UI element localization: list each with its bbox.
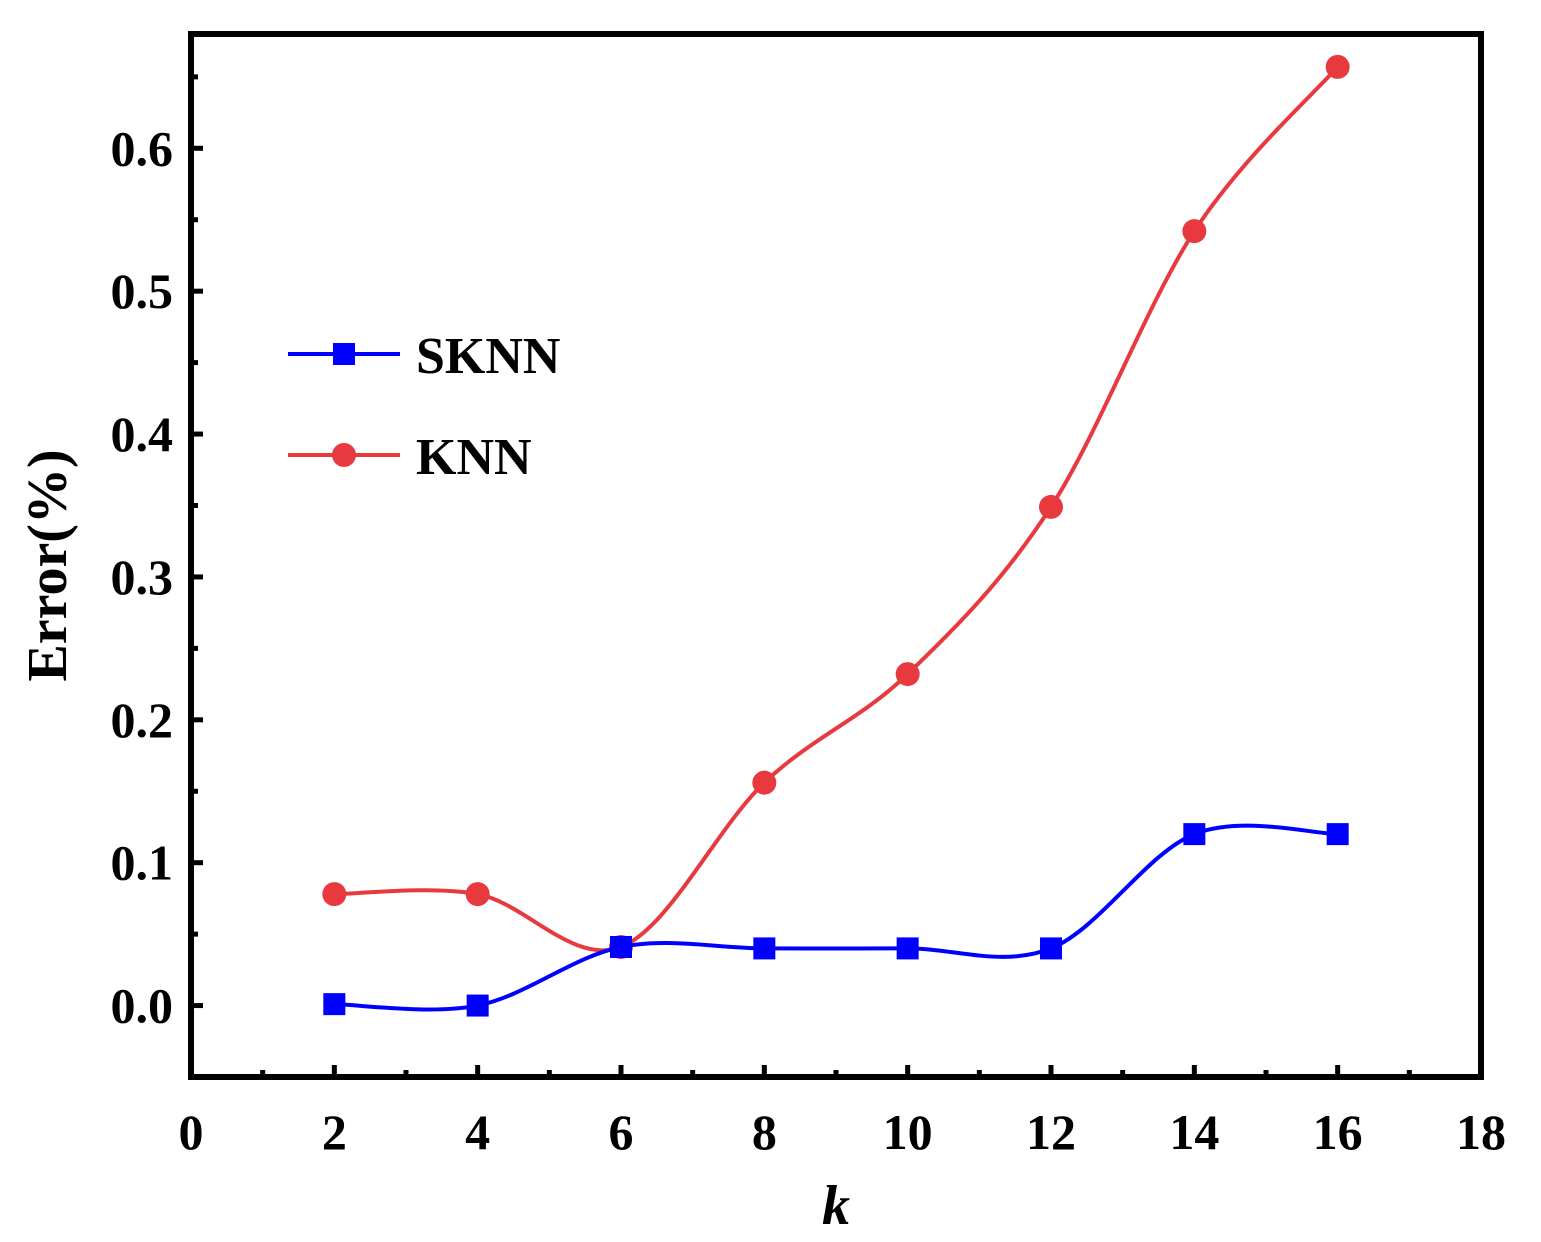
series-knn-point	[1182, 219, 1207, 244]
legend-item-knn: KNN	[288, 429, 532, 486]
series-knn-line	[334, 65, 1340, 953]
series-sknn-point	[1040, 937, 1062, 960]
series-knn-point	[895, 662, 920, 687]
series-knn-point	[322, 882, 347, 907]
y-tick-label: 0.6	[111, 120, 174, 176]
x-tick-label: 12	[1026, 1104, 1076, 1160]
x-tick-label: 10	[883, 1104, 933, 1160]
series-knn-point	[465, 882, 490, 907]
legend-item-sknn: SKNN	[288, 328, 560, 385]
series-sknn-point	[610, 935, 632, 958]
legend: SKNN KNN	[288, 328, 560, 486]
y-axis-title: Error(%)	[17, 449, 79, 681]
series-sknn-point	[466, 994, 489, 1017]
series-sknn-line	[334, 823, 1338, 1012]
y-tick-label: 0.3	[111, 549, 174, 605]
series-layer	[322, 54, 1350, 1017]
x-tick-label: 14	[1169, 1104, 1219, 1160]
y-tick-label: 0.1	[111, 835, 174, 891]
ticks-layer: 0 2 4 6 8 10 12 14 16 18 0.0 0.1 0.2 0.3 0.4 0.5 0.6	[111, 74, 1506, 1160]
y-tick-label: 0.2	[111, 692, 174, 748]
legend-swatch-marker	[332, 443, 356, 467]
y-tick-label: 0.5	[111, 263, 174, 319]
x-tick-label: 8	[752, 1104, 777, 1160]
series-sknn-point	[323, 993, 346, 1016]
legend-label: SKNN	[416, 328, 560, 385]
series-sknn-point	[753, 937, 776, 960]
series-knn-point	[1039, 494, 1063, 519]
x-tick-label: 0	[179, 1104, 204, 1160]
x-tick-label: 16	[1313, 1104, 1363, 1160]
series-sknn-point	[896, 937, 919, 960]
x-tick-label: 18	[1456, 1104, 1506, 1160]
legend-label: KNN	[416, 429, 532, 486]
legend-swatch-marker	[333, 343, 355, 365]
x-tick-label: 6	[609, 1104, 634, 1160]
series-sknn	[323, 823, 1349, 1017]
y-tick-label: 0.4	[111, 406, 174, 462]
x-axis-title: k	[822, 1175, 850, 1237]
y-tick-label: 0.0	[111, 978, 174, 1034]
plot-frame	[188, 31, 1484, 1080]
x-tick-label: 2	[322, 1104, 347, 1160]
x-tick-label: 4	[465, 1104, 490, 1160]
series-sknn-point	[1326, 823, 1349, 846]
series-sknn-point	[1183, 823, 1206, 846]
series-knn-point	[752, 770, 777, 795]
series-knn-point	[1325, 54, 1350, 79]
